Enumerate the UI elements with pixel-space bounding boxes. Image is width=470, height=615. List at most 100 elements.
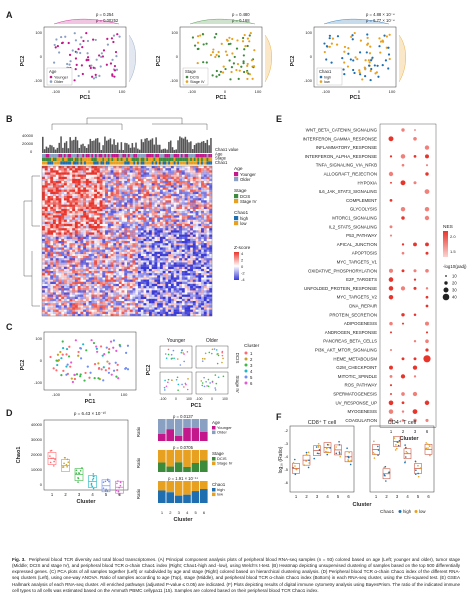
annotation-cell <box>87 157 90 161</box>
heatmap-cell <box>170 219 174 222</box>
annotation-cell <box>98 154 101 158</box>
heatmap-cell <box>116 202 119 205</box>
density-right <box>398 34 406 83</box>
heatmap-cell <box>190 166 193 169</box>
heatmap-cell <box>165 247 169 250</box>
heatmap-cell <box>137 281 141 285</box>
heatmap-cell <box>146 262 150 265</box>
heatmap-cell <box>192 226 196 229</box>
heatmap-cell <box>58 228 62 231</box>
heatmap-cell <box>187 206 191 210</box>
heatmap-cell <box>132 243 136 246</box>
pca-point <box>79 51 82 55</box>
heatmap-cell <box>63 168 67 171</box>
annotation-cell <box>129 161 132 165</box>
heatmap-cell <box>124 277 128 280</box>
heatmap-cell <box>148 271 152 274</box>
heatmap-cell <box>44 238 48 242</box>
heatmap-cell <box>146 279 150 282</box>
heatmap-cell <box>94 262 97 265</box>
heatmap-cell <box>74 185 78 188</box>
heatmap-cell <box>209 249 213 252</box>
heatmap-cell <box>77 273 81 276</box>
heatmap-cell <box>201 172 204 175</box>
legend-swatch <box>319 75 323 79</box>
heatmap-cell <box>63 260 67 263</box>
heatmap-cell <box>209 245 213 248</box>
heatmap-cell <box>102 305 106 308</box>
heatmap-cell <box>140 176 144 180</box>
heatmap-cell <box>58 170 61 172</box>
heatmap-cell <box>85 301 89 304</box>
heatmap-cell <box>121 253 125 257</box>
heatmap-cell <box>88 288 92 291</box>
heatmap-cell <box>74 226 78 229</box>
heatmap-cell <box>127 273 130 276</box>
heatmap-cell <box>66 249 70 252</box>
heatmap-cell <box>96 286 100 289</box>
heatmap-cell <box>135 271 139 274</box>
annotation-cell <box>158 157 161 161</box>
annotation-cell <box>168 154 171 158</box>
heatmap-cell <box>201 275 204 278</box>
heatmap-cell <box>143 206 147 210</box>
heatmap-cell <box>206 307 210 310</box>
heatmap-cell <box>74 181 78 184</box>
annotation-cell <box>91 154 94 158</box>
annotation-cell <box>149 154 152 158</box>
pca-point <box>196 61 199 65</box>
heatmap-cell <box>176 281 180 285</box>
heatmap-cell <box>201 286 204 289</box>
heatmap-cell <box>69 219 73 222</box>
heatmap-cell <box>143 228 147 231</box>
heatmap-cell <box>85 215 89 218</box>
heatmap-cell <box>83 213 87 216</box>
heatmap-cell <box>143 208 147 212</box>
pca-point <box>364 59 367 62</box>
heatmap-cell <box>121 273 125 276</box>
heatmap-cell <box>176 168 180 171</box>
heatmap-cell <box>170 305 174 308</box>
heatmap-cell <box>209 262 213 265</box>
heatmap-cell <box>135 213 139 216</box>
heatmap-cell <box>94 185 97 188</box>
heatmap-cell <box>168 281 172 285</box>
heatmap-cell <box>116 196 119 199</box>
heatmap-cell <box>44 178 48 182</box>
pca-point <box>336 35 340 38</box>
annotation-cell <box>113 161 116 165</box>
heatmap-cell <box>148 200 152 203</box>
heatmap-cell <box>132 219 136 222</box>
heatmap-cell <box>201 251 204 255</box>
heatmap-cell <box>42 187 45 190</box>
heatmap-cell <box>165 185 169 188</box>
chao1-bar <box>191 149 194 153</box>
heatmap-cell <box>72 296 76 300</box>
heatmap-cell <box>192 247 196 250</box>
heatmap-cell <box>107 256 111 259</box>
heatmap-cell <box>96 266 100 270</box>
heatmap-cell <box>184 176 188 180</box>
heatmap-cell <box>107 176 111 180</box>
heatmap-cell <box>72 290 76 293</box>
heatmap-cell <box>124 228 128 231</box>
heatmap-cell <box>88 249 92 252</box>
heatmap-cell <box>77 260 81 263</box>
heatmap-cell <box>159 168 163 171</box>
heatmap-cell <box>94 264 97 267</box>
heatmap-cell <box>69 193 73 197</box>
heatmap-cell <box>154 311 158 315</box>
heatmap-cell <box>99 168 103 171</box>
heatmap-cell <box>96 168 100 171</box>
annotation-cell <box>177 161 180 165</box>
heatmap-cell <box>192 286 196 289</box>
heatmap-cell <box>83 292 87 295</box>
heatmap-cell <box>140 206 144 210</box>
heatmap-cell <box>44 217 48 220</box>
heatmap-cell <box>88 198 92 201</box>
heatmap-cell <box>132 256 136 259</box>
heatmap-cell <box>151 236 155 240</box>
pca-point <box>231 52 234 55</box>
heatmap-cell <box>151 219 155 222</box>
heatmap-cell <box>55 258 59 261</box>
